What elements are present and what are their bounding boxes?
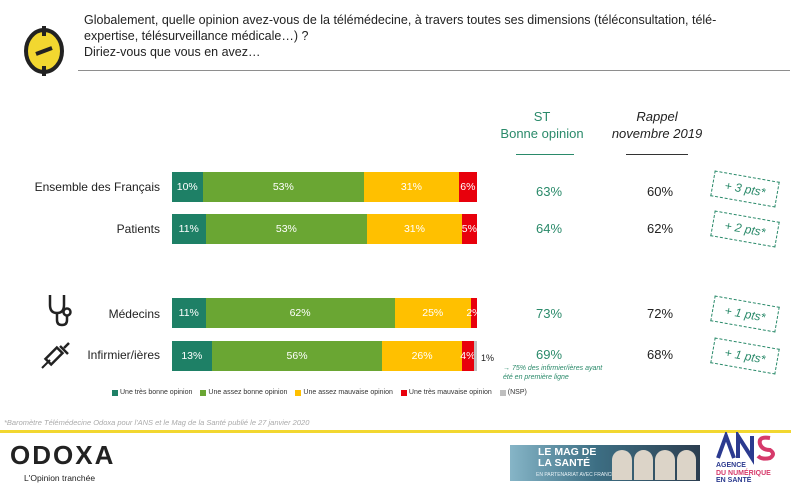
bar-data-label: 13% bbox=[181, 350, 203, 362]
bar-segment-tres-mauvaise: 4% bbox=[460, 341, 476, 371]
rappel-value-infirmiers: 68% bbox=[646, 347, 674, 362]
source-note: *Baromètre Télémédecine Odoxa pour l'ANS… bbox=[4, 418, 310, 427]
bar-segment-assez-bonne: 53% bbox=[205, 214, 368, 244]
syringe-icon bbox=[41, 342, 70, 369]
legend-label: Une assez bonne opinion bbox=[208, 389, 288, 396]
st-header-line-1: ST bbox=[533, 109, 551, 124]
legend-swatch bbox=[112, 389, 118, 396]
bar-data-label: 11% bbox=[178, 307, 199, 319]
bar-data-label: 5% bbox=[461, 223, 477, 235]
mag-subtitle: EN PARTENARIAT AVEC FRANCE 5 bbox=[536, 472, 619, 478]
legend-label: Une assez mauvaise opinion bbox=[303, 389, 393, 396]
bar-segment-assez-bonne: 62% bbox=[205, 298, 395, 328]
rappel-value-medecins: 72% bbox=[646, 306, 674, 321]
legend-item-tres-mauvaise: Une très mauvaise opinion bbox=[400, 389, 492, 396]
legend-label: Une très mauvaise opinion bbox=[408, 389, 492, 396]
legend-item-nsp: (NSP) bbox=[499, 389, 527, 396]
st-header-line-2: Bonne opinion bbox=[500, 126, 584, 141]
bar-data-label: 25% bbox=[422, 307, 444, 319]
evolution-badge-medecins: + 1 pts* bbox=[710, 295, 780, 333]
bar-data-label: 53% bbox=[275, 223, 297, 235]
bar-segment-tres-bonne: 13% bbox=[172, 341, 212, 371]
st-column-header: ST Bonne opinion bbox=[492, 108, 592, 142]
odoxa-tagline: L'Opinion tranchée bbox=[24, 473, 96, 483]
bar-segment-assez-mauvaise: 25% bbox=[394, 298, 471, 328]
legend-label: Une très bonne opinion bbox=[120, 389, 193, 396]
bar-segment-tres-bonne: 10% bbox=[172, 172, 203, 202]
ans-line-3: EN SANTÉ bbox=[716, 477, 752, 484]
bar-segment-assez-bonne: 56% bbox=[211, 341, 383, 371]
bar-segment-assez-mauvaise: 26% bbox=[382, 341, 462, 371]
bar-data-label: 31% bbox=[403, 223, 425, 235]
legend-item-assez-bonne: Une assez bonne opinion bbox=[200, 389, 287, 396]
row-label-ensemble: Ensemble des Français bbox=[34, 180, 160, 194]
rappel-header-line-2: novembre 2019 bbox=[611, 126, 703, 141]
bar-data-label: 4% bbox=[460, 350, 476, 362]
bar-data-label: 2% bbox=[466, 307, 482, 319]
legend-swatch bbox=[400, 389, 407, 396]
legend-label: (NSP) bbox=[507, 389, 527, 396]
rappel-header-line-1: Rappel bbox=[636, 109, 678, 124]
bar-data-label: 56% bbox=[286, 350, 308, 362]
bar-data-label: 53% bbox=[272, 181, 294, 193]
rappel-value-patients: 62% bbox=[646, 221, 674, 236]
nsp-data-label: 1% bbox=[481, 353, 495, 363]
bar-data-label: 62% bbox=[289, 307, 311, 319]
legend-swatch bbox=[499, 389, 506, 396]
rappel-column-header: Rappel novembre 2019 bbox=[598, 108, 716, 142]
st-value-patients: 64% bbox=[535, 221, 563, 236]
infirmier-footnote: → 75% des infirmier/ières ayant été en p… bbox=[503, 365, 603, 381]
row-label-infirmiers: Infirmier/ières bbox=[87, 348, 160, 362]
evolution-badge-patients: + 2 pts* bbox=[710, 210, 780, 248]
bar-patients: 11% 53% 31% 5% bbox=[172, 214, 477, 244]
question-line-3: Diriez-vous que vous en avez… bbox=[84, 45, 261, 59]
evolution-badge-ensemble: + 3 pts* bbox=[710, 170, 780, 208]
bar-data-label: 11% bbox=[178, 223, 199, 235]
chart-legend: Une très bonne opinion Une assez bonne op… bbox=[112, 389, 527, 396]
bar-segment-tres-mauvaise: 2% bbox=[466, 298, 482, 328]
bar-segment-assez-mauvaise: 31% bbox=[367, 214, 462, 244]
odoxa-logo-icon bbox=[24, 26, 64, 76]
bar-ensemble: 10% 53% 31% 6% bbox=[172, 172, 477, 202]
odoxa-logo-text: ODOXA bbox=[10, 440, 116, 470]
bar-data-label: 10% bbox=[176, 181, 198, 193]
row-label-medecins: Médecins bbox=[108, 307, 160, 321]
legend-swatch bbox=[200, 389, 207, 396]
bar-segment-tres-bonne: 11% bbox=[172, 298, 206, 328]
st-header-underline bbox=[516, 154, 574, 155]
footer-divider bbox=[0, 430, 791, 433]
ans-logo-text: AGENCE DU NUMÉRIQUE EN SANTÉ bbox=[716, 462, 771, 485]
bar-segment-assez-bonne: 53% bbox=[202, 172, 365, 202]
bar-segment-assez-mauvaise: 31% bbox=[364, 172, 459, 202]
bar-segment-tres-mauvaise: 5% bbox=[461, 214, 477, 244]
ans-line-1: AGENCE bbox=[716, 462, 746, 469]
question-line-2: expertise, télésurveillance médicale…) ? bbox=[84, 29, 309, 43]
mag-presenters-image bbox=[612, 450, 696, 480]
evolution-badge-infirmiers: + 1 pts* bbox=[710, 337, 780, 375]
legend-item-tres-bonne: Une très bonne opinion bbox=[112, 389, 192, 396]
rappel-header-underline bbox=[626, 154, 688, 155]
bar-infirmiers: 13% 56% 26% 4% bbox=[172, 341, 477, 371]
legend-swatch bbox=[295, 389, 302, 396]
mag-title: LE MAG DE LA SANTÉ bbox=[538, 446, 597, 469]
bar-data-label: 31% bbox=[400, 181, 422, 193]
question-text: Globalement, quelle opinion avez-vous de… bbox=[84, 12, 764, 60]
bar-data-label: 6% bbox=[460, 181, 476, 193]
bar-medecins: 11% 62% 25% 2% bbox=[172, 298, 482, 328]
ans-line-2: DU NUMÉRIQUE bbox=[716, 469, 771, 477]
st-value-medecins: 73% bbox=[535, 306, 563, 321]
bar-segment-nsp bbox=[473, 341, 477, 371]
stethoscope-icon bbox=[48, 295, 72, 327]
header-divider bbox=[78, 70, 790, 71]
rappel-value-ensemble: 60% bbox=[646, 184, 674, 199]
legend-item-assez-mauvaise: Une assez mauvaise opinion bbox=[295, 389, 393, 396]
ans-logo-icon bbox=[716, 432, 775, 465]
bar-data-label: 26% bbox=[411, 350, 433, 362]
bar-segment-tres-mauvaise: 6% bbox=[458, 172, 477, 202]
st-value-ensemble: 63% bbox=[535, 184, 563, 199]
question-line-1: Globalement, quelle opinion avez-vous de… bbox=[84, 13, 717, 27]
bar-segment-tres-bonne: 11% bbox=[172, 214, 206, 244]
st-value-infirmiers: 69% bbox=[535, 347, 563, 362]
row-label-patients: Patients bbox=[116, 222, 160, 236]
